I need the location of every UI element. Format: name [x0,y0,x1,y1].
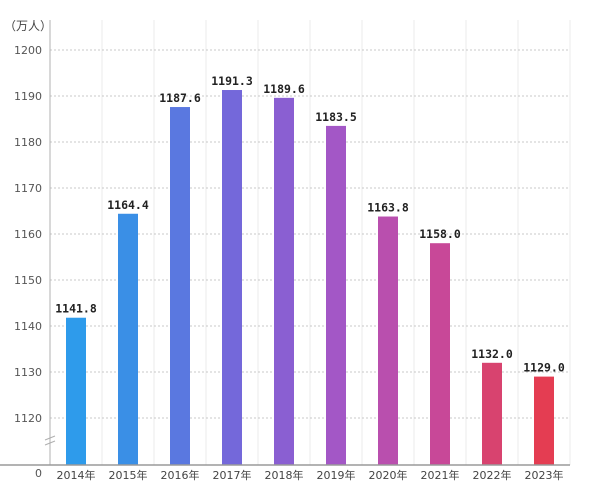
y-tick-label: 1180 [14,136,42,149]
x-tick-label: 2022年 [473,468,512,482]
bar-value-label: 1132.0 [471,347,513,361]
bar [118,213,138,465]
y-tick-label: 1190 [14,90,42,103]
bar-value-label: 1164.4 [107,198,149,212]
y-axis: 1120 1130 1140 1150 1160 1170 1180 1190 1200 0 [14,20,56,480]
x-axis: 2014年 2015年 2016年 2017年 2018年 2019年 2020年 2021年… [0,464,570,482]
y-tick-label: 1120 [14,412,42,425]
x-tick-label: 2023年 [525,468,564,482]
bar [274,97,294,465]
bar-value-label: 1187.6 [159,91,201,105]
x-tick-label: 2018年 [265,468,304,482]
x-tick-label: 2016年 [161,468,200,482]
y-tick-label: 1170 [14,182,42,195]
bar [66,317,86,465]
bars [66,90,554,466]
bar [326,125,346,466]
y-tick-label: 1200 [14,44,42,57]
bar-value-label: 1163.8 [367,201,409,215]
y-axis-unit-label: （万人） [4,19,52,33]
y-tick-label: 1130 [14,366,42,379]
y-tick-label: 1160 [14,228,42,241]
bar [430,243,450,465]
bar-value-label: 1189.6 [263,82,305,96]
y-tick-label-zero: 0 [35,467,42,480]
bar-value-label: 1129.0 [523,361,565,375]
bar-value-label: 1158.0 [419,227,461,241]
x-tick-label: 2014年 [57,468,96,482]
y-tick-label: 1150 [14,274,42,287]
value-labels: 1141.8 1164.4 1187.6 1191.3 1189.6 1183.5 1163… [55,74,565,375]
bar-value-label: 1191.3 [211,74,253,88]
bar [482,362,502,465]
x-tick-label: 2021年 [421,468,460,482]
x-tick-label: 2019年 [317,468,356,482]
bar-value-label: 1183.5 [315,110,357,124]
bar [222,90,242,466]
axis-break-mark [44,440,56,446]
bar [534,376,554,465]
bar-value-label: 1141.8 [55,302,97,316]
y-tick-label: 1140 [14,320,42,333]
x-tick-label: 2017年 [213,468,252,482]
x-tick-label: 2020年 [369,468,408,482]
bar [170,107,190,465]
axis-break-mark [44,435,56,441]
bar [378,216,398,465]
x-tick-label: 2015年 [109,468,148,482]
